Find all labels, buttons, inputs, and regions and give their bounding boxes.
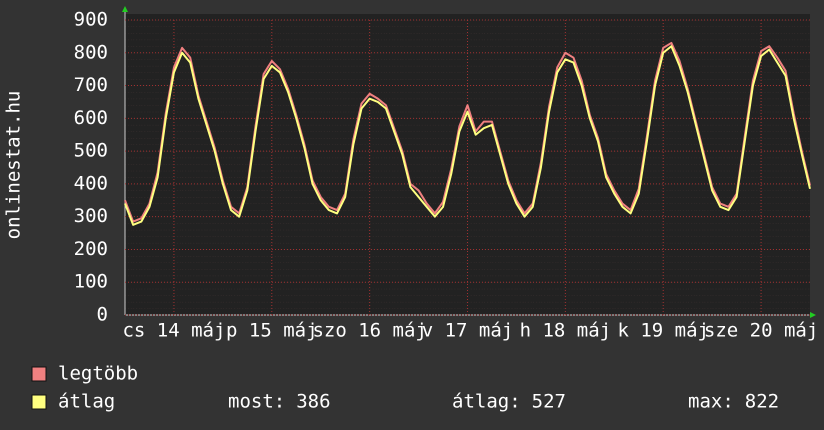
stat-value: 527 [532, 391, 566, 413]
stat-label: most: [228, 391, 285, 413]
x-tick-label: szo 16 máj [312, 320, 426, 342]
legend-label: legtöbb [58, 363, 138, 385]
y-tick-label: 400 [74, 172, 108, 194]
stat-label: max: [688, 391, 734, 413]
x-tick-label: sze 20 máj [704, 320, 818, 342]
stat-value: 822 [745, 391, 779, 413]
y-tick-label: 500 [74, 140, 108, 162]
y-tick-label: 800 [74, 41, 108, 63]
x-tick-label: h 18 máj [520, 320, 612, 342]
y-tick-label: 100 [74, 271, 108, 293]
y-tick-label: 0 [97, 304, 108, 326]
y-tick-label: 900 [74, 9, 108, 31]
y-tick-label: 200 [74, 238, 108, 260]
y-tick-label: 700 [74, 74, 108, 96]
x-tick-label: v 17 máj [422, 320, 514, 342]
x-arrow [810, 312, 816, 318]
stat-value: 386 [296, 391, 330, 413]
x-tick-label: p 15 máj [226, 320, 318, 342]
legend-label: átlag [58, 391, 115, 413]
x-tick-label: k 19 máj [617, 320, 709, 342]
x-tick-label: cs 14 máj [122, 320, 225, 342]
series-line [124, 45, 811, 226]
chart-title: onlinestat.hu [3, 91, 25, 240]
y-tick-label: 300 [74, 205, 108, 227]
y-arrow [122, 6, 128, 12]
legend-swatch [31, 366, 47, 382]
y-tick-label: 600 [74, 107, 108, 129]
stat-label: átlag: [452, 391, 521, 413]
legend-swatch [31, 394, 47, 410]
